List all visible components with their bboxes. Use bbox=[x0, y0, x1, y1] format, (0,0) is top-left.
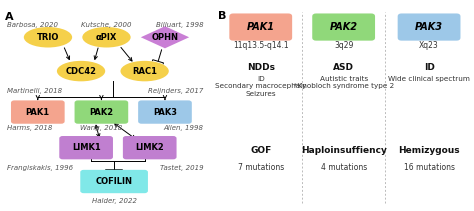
Text: 11q13.5-q14.1: 11q13.5-q14.1 bbox=[233, 41, 289, 50]
Text: Wide clinical spectrum: Wide clinical spectrum bbox=[388, 76, 470, 82]
FancyBboxPatch shape bbox=[312, 14, 375, 41]
Text: Reijnders, 2017: Reijnders, 2017 bbox=[148, 88, 203, 94]
Text: 16 mutations: 16 mutations bbox=[403, 163, 455, 172]
Text: 4 mutations: 4 mutations bbox=[320, 163, 367, 172]
Text: Halder, 2022: Halder, 2022 bbox=[91, 197, 137, 204]
FancyBboxPatch shape bbox=[59, 136, 113, 159]
FancyBboxPatch shape bbox=[11, 100, 64, 124]
FancyBboxPatch shape bbox=[80, 170, 148, 193]
FancyBboxPatch shape bbox=[138, 100, 192, 124]
Ellipse shape bbox=[24, 27, 72, 47]
Ellipse shape bbox=[120, 61, 169, 81]
Text: OPHN: OPHN bbox=[152, 33, 179, 42]
Text: Hemizygous: Hemizygous bbox=[398, 146, 460, 156]
Text: Autistic traits
*Knobloch syndrome type 2: Autistic traits *Knobloch syndrome type … bbox=[293, 76, 394, 89]
Text: CDC42: CDC42 bbox=[65, 67, 97, 76]
Text: Kutsche, 2000: Kutsche, 2000 bbox=[81, 22, 132, 28]
Text: Billuart, 1998: Billuart, 1998 bbox=[155, 22, 203, 28]
Text: 3q29: 3q29 bbox=[334, 41, 353, 50]
Text: RAC1: RAC1 bbox=[132, 67, 157, 76]
Text: PAK1: PAK1 bbox=[247, 22, 275, 32]
Text: Tastet, 2019: Tastet, 2019 bbox=[160, 165, 203, 171]
Text: Martinelli, 2018: Martinelli, 2018 bbox=[7, 88, 63, 94]
Text: Xq23: Xq23 bbox=[419, 41, 439, 50]
Text: ID: ID bbox=[424, 63, 435, 72]
Text: Barbosa, 2020: Barbosa, 2020 bbox=[7, 22, 58, 28]
Text: PAK2: PAK2 bbox=[89, 108, 113, 116]
Text: αPIX: αPIX bbox=[96, 33, 117, 42]
Text: PAK1: PAK1 bbox=[26, 108, 50, 116]
FancyBboxPatch shape bbox=[229, 14, 292, 41]
Text: Harms, 2018: Harms, 2018 bbox=[7, 125, 53, 131]
Text: COFILIN: COFILIN bbox=[96, 177, 133, 186]
Text: B: B bbox=[218, 11, 227, 20]
Text: Haploinsuffiency: Haploinsuffiency bbox=[301, 146, 387, 156]
Text: A: A bbox=[5, 12, 13, 22]
Text: TRIO: TRIO bbox=[37, 33, 59, 42]
Polygon shape bbox=[141, 26, 189, 48]
Text: Frangiskakis, 1996: Frangiskakis, 1996 bbox=[7, 165, 73, 171]
Text: GOF: GOF bbox=[250, 146, 272, 156]
Text: 7 mutations: 7 mutations bbox=[237, 163, 284, 172]
Text: PAK2: PAK2 bbox=[329, 22, 358, 32]
Text: NDDs: NDDs bbox=[247, 63, 275, 72]
FancyBboxPatch shape bbox=[123, 136, 176, 159]
FancyBboxPatch shape bbox=[398, 14, 460, 41]
Text: Wang, 2018: Wang, 2018 bbox=[80, 125, 122, 131]
Text: LIMK2: LIMK2 bbox=[136, 143, 164, 152]
Ellipse shape bbox=[82, 27, 131, 47]
Text: ASD: ASD bbox=[333, 63, 354, 72]
Text: ID
Secondary macrocephaly
Seizures: ID Secondary macrocephaly Seizures bbox=[215, 76, 306, 97]
Text: PAK3: PAK3 bbox=[415, 22, 443, 32]
FancyBboxPatch shape bbox=[74, 100, 128, 124]
Text: LIMK1: LIMK1 bbox=[72, 143, 100, 152]
Text: Allen, 1998: Allen, 1998 bbox=[163, 125, 203, 131]
Text: PAK3: PAK3 bbox=[153, 108, 177, 116]
Ellipse shape bbox=[57, 61, 105, 81]
